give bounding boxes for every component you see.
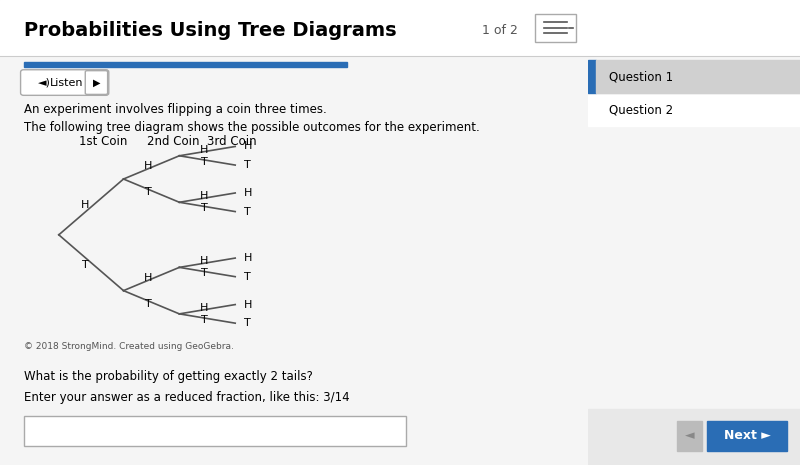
Bar (588, 0, 800, 56)
Text: T: T (244, 272, 250, 282)
Text: Question 1: Question 1 (610, 70, 674, 83)
Text: Next ►: Next ► (723, 429, 770, 442)
Text: T: T (82, 260, 89, 270)
Text: T: T (201, 268, 208, 279)
Text: T: T (244, 160, 250, 170)
Text: H: H (244, 253, 252, 263)
Text: 3rd Coin: 3rd Coin (207, 135, 257, 148)
Text: 1 of 2: 1 of 2 (482, 24, 518, 37)
Bar (588, 409, 800, 465)
Bar (23, 62, 347, 67)
Text: H: H (144, 161, 153, 171)
Text: T: T (244, 318, 250, 328)
Text: H: H (244, 299, 252, 310)
Text: H: H (200, 256, 209, 266)
Text: H: H (144, 272, 153, 283)
Text: 2nd Coin: 2nd Coin (147, 135, 200, 148)
Bar (588, 60, 597, 93)
Text: T: T (145, 299, 152, 309)
Bar (677, 421, 702, 451)
Bar (23, 416, 406, 446)
Bar (706, 421, 787, 451)
Bar (597, 60, 800, 93)
Text: The following tree diagram shows the possible outcomes for the experiment.: The following tree diagram shows the pos… (23, 121, 479, 134)
Text: Listen: Listen (50, 78, 83, 87)
Text: T: T (201, 315, 208, 325)
Text: T: T (201, 203, 208, 213)
Text: Enter your answer as a reduced fraction, like this: 3/14: Enter your answer as a reduced fraction,… (23, 391, 349, 404)
Text: ◄: ◄ (685, 429, 694, 442)
Text: H: H (200, 191, 209, 201)
Text: Question 2: Question 2 (610, 104, 674, 117)
Text: T: T (145, 187, 152, 197)
Bar (535, 14, 576, 42)
Text: H: H (244, 141, 252, 152)
Bar (0, 0, 588, 56)
Bar (588, 95, 800, 126)
FancyBboxPatch shape (21, 70, 109, 95)
Text: 1st Coin: 1st Coin (78, 135, 127, 148)
Text: T: T (244, 206, 250, 217)
FancyBboxPatch shape (86, 71, 108, 94)
Text: H: H (200, 145, 209, 155)
Text: ▶: ▶ (93, 78, 100, 87)
Text: T: T (201, 157, 208, 167)
Text: Probabilities Using Tree Diagrams: Probabilities Using Tree Diagrams (23, 21, 396, 40)
Text: H: H (244, 188, 252, 198)
Text: © 2018 StrongMind. Created using GeoGebra.: © 2018 StrongMind. Created using GeoGebr… (23, 342, 234, 351)
Text: ◄): ◄) (38, 78, 51, 87)
Text: H: H (200, 303, 209, 313)
Text: H: H (81, 199, 90, 210)
Text: An experiment involves flipping a coin three times.: An experiment involves flipping a coin t… (23, 103, 326, 116)
Text: What is the probability of getting exactly 2 tails?: What is the probability of getting exact… (23, 370, 312, 383)
